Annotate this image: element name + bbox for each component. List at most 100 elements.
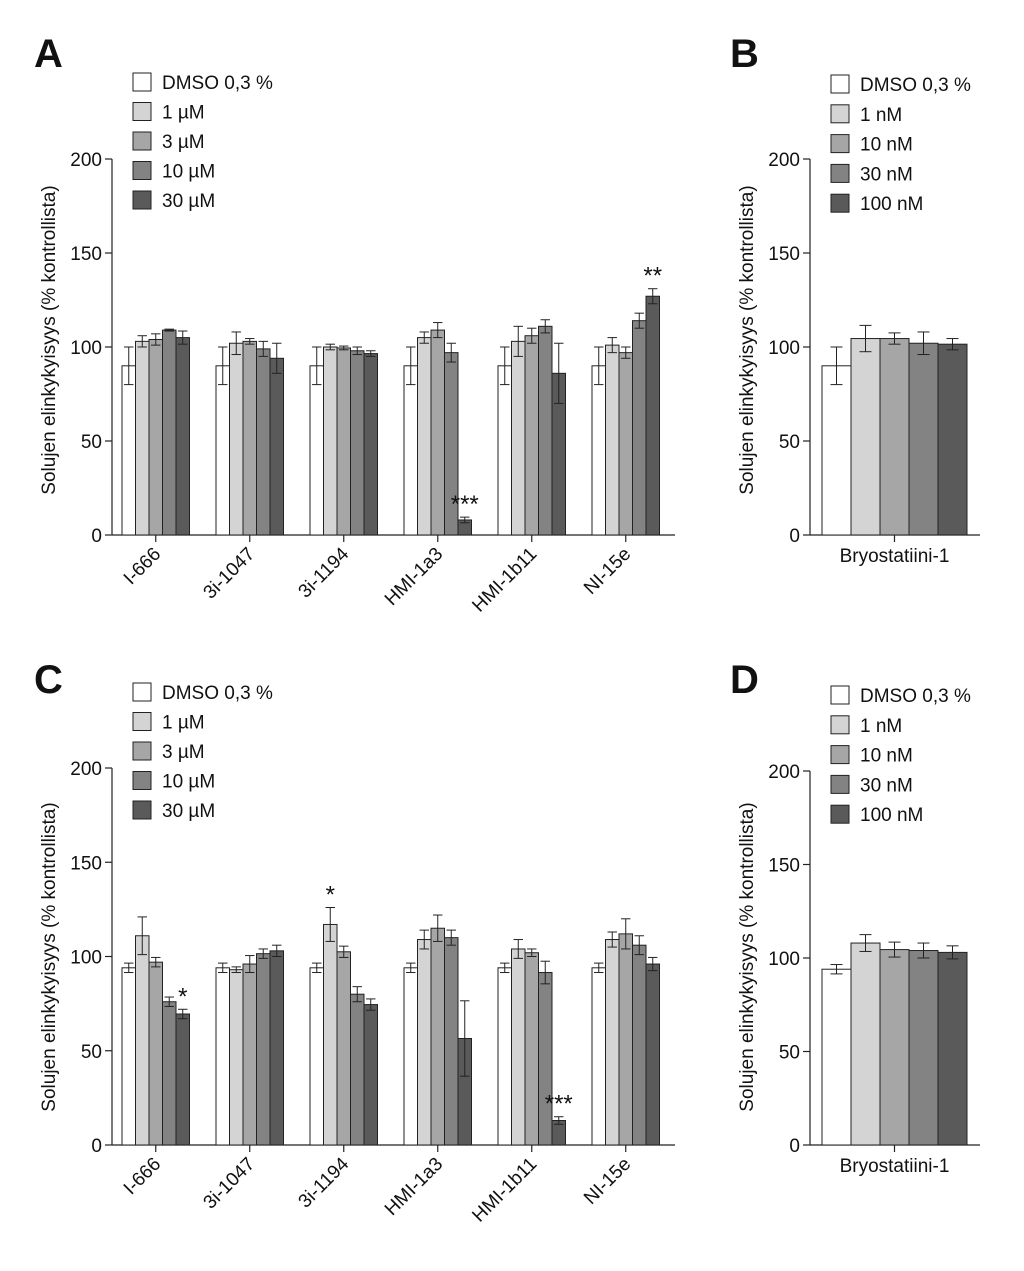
y-tick-label: 200 — [768, 762, 800, 783]
significance-marker: *** — [545, 1091, 573, 1118]
panel-letter: A — [34, 32, 63, 76]
bar — [323, 923, 338, 1146]
bar — [605, 939, 620, 1146]
y-tick-label: 100 — [768, 949, 800, 970]
y-tick-label: 150 — [768, 244, 800, 265]
significance-marker: * — [326, 881, 335, 908]
x-tick-label: 3i-1194 — [295, 1153, 354, 1212]
y-tick-label: 100 — [70, 948, 102, 969]
legend-swatch — [132, 741, 152, 761]
bar — [511, 948, 526, 1146]
bar — [879, 338, 910, 536]
bar — [618, 352, 633, 536]
legend-swatch — [132, 161, 152, 180]
bar — [605, 344, 620, 536]
bar — [417, 337, 432, 536]
legend-swatch — [830, 134, 850, 154]
bar — [511, 340, 526, 536]
bar — [430, 329, 445, 536]
bar — [937, 951, 968, 1146]
significance-marker: * — [178, 983, 187, 1010]
panel-letter: B — [730, 32, 759, 76]
bar — [256, 953, 271, 1146]
legend-label: 1 µM — [162, 103, 205, 124]
bar — [121, 365, 136, 536]
panel-letter: C — [34, 658, 63, 702]
x-tick-label: 3i-1047 — [200, 1154, 260, 1214]
legend-swatch — [132, 131, 152, 151]
bar — [524, 335, 539, 536]
bar — [175, 337, 190, 536]
legend-label: 100 nM — [860, 805, 923, 826]
y-tick-label: 100 — [70, 338, 102, 359]
legend-label: 30 µM — [162, 801, 215, 822]
bar — [363, 353, 378, 536]
legend-label: 10 µM — [162, 772, 215, 793]
legend-label: 1 µM — [162, 713, 205, 734]
legend-swatch — [132, 712, 152, 731]
bar — [403, 967, 418, 1146]
y-tick-label: 200 — [70, 759, 102, 780]
chart-panel-d: D 0 50 100 150 200 Solujen elinkykyisyys (% ko… — [730, 658, 980, 1177]
y-tick-label: 150 — [70, 853, 102, 874]
bar — [175, 1013, 190, 1146]
y-axis-label: Solujen elinkykyisyys (% kontrollista) — [737, 802, 758, 1111]
bar — [632, 944, 647, 1146]
legend-swatch — [132, 771, 152, 790]
y-tick-label: 100 — [768, 338, 800, 359]
bar — [538, 325, 553, 536]
bar — [908, 342, 939, 536]
bar — [363, 1004, 378, 1146]
legend-label: 10 nM — [860, 135, 913, 156]
chart-panel-b: B 0 50 100 150 200 Solujen elinkykyisyys (% ko… — [730, 32, 980, 567]
y-tick-label: 0 — [789, 526, 800, 547]
x-tick-label: NI-15e — [580, 1154, 635, 1209]
bar — [632, 320, 647, 536]
legend-label: 3 µM — [162, 742, 205, 763]
legend-label: DMSO 0,3 % — [860, 686, 971, 707]
bar — [908, 950, 939, 1146]
bar — [121, 967, 136, 1146]
legend-label: 3 µM — [162, 132, 205, 153]
legend-label: 1 nM — [860, 105, 902, 126]
legend-label: 100 nM — [860, 194, 923, 215]
bar — [336, 951, 351, 1146]
bar — [242, 963, 257, 1146]
y-tick-label: 50 — [779, 1043, 800, 1064]
x-tick-label: 3i-1194 — [295, 543, 354, 602]
x-tick-label: Bryostatiini-1 — [840, 1156, 950, 1177]
legend-label: DMSO 0,3 % — [162, 73, 273, 94]
chart-panel-a: A 0 50 100 150 200 Solujen elinkykyisyys (% ko… — [34, 32, 675, 617]
y-tick-label: 0 — [789, 1136, 800, 1157]
bar — [937, 343, 968, 536]
bar — [430, 927, 445, 1146]
bar — [135, 340, 150, 536]
bar — [497, 365, 512, 536]
y-axis-label: Solujen elinkykyisyys (% kontrollista) — [737, 185, 758, 494]
bar — [148, 338, 163, 536]
legend-label: 10 nM — [860, 746, 913, 767]
bar — [135, 935, 150, 1146]
y-tick-label: 50 — [779, 432, 800, 453]
bar — [524, 952, 539, 1146]
bar — [309, 365, 324, 536]
chart-panel-c: C 0 50 100 150 200 Solujen elinkykyisyys (% ko… — [34, 658, 675, 1227]
bar — [538, 972, 553, 1146]
legend-swatch — [132, 72, 152, 92]
legend-label: 10 µM — [162, 162, 215, 183]
bar — [350, 993, 365, 1146]
bar — [444, 937, 459, 1146]
bar — [162, 329, 177, 536]
bar — [417, 939, 432, 1146]
legend-swatch — [132, 682, 152, 702]
x-tick-label: I-666 — [120, 1154, 165, 1199]
y-tick-label: 0 — [91, 1136, 102, 1157]
x-tick-label: HMI-1a3 — [381, 544, 447, 610]
y-tick-label: 200 — [768, 150, 800, 171]
legend-swatch — [132, 102, 152, 121]
x-tick-label: 3i-1047 — [200, 544, 260, 604]
x-tick-label: HMI-1a3 — [381, 1154, 447, 1220]
bar — [323, 346, 338, 536]
legend-label: DMSO 0,3 % — [860, 75, 971, 96]
legend-swatch — [830, 163, 850, 183]
